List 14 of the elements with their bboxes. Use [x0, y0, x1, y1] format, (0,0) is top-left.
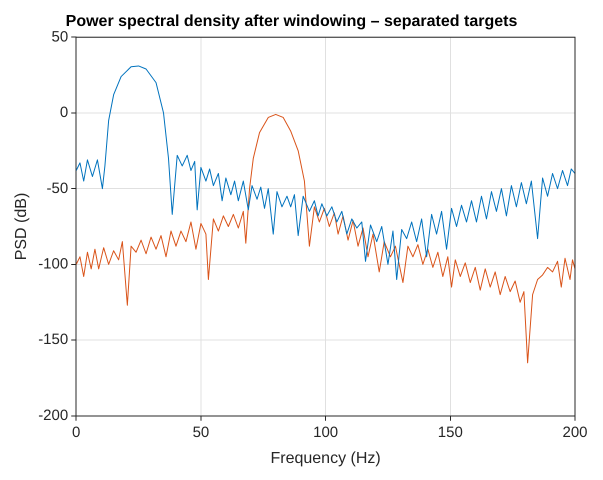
y-tick-label: 50 [52, 28, 68, 46]
x-tick-label: 0 [72, 424, 80, 441]
y-tick-label: -100 [38, 256, 68, 272]
y-tick-label: -200 [38, 406, 68, 424]
x-axis-title: Frequency (Hz) [270, 450, 381, 467]
y-axis-title: PSD (dB) [13, 192, 30, 260]
x-tick-label: 150 [438, 424, 463, 441]
chart-title: Power spectral density after windowing – separated targets [66, 13, 518, 30]
x-tick-label: 50 [192, 424, 210, 441]
y-tick-label: 0 [60, 104, 68, 122]
x-tick-label: 200 [562, 424, 588, 441]
y-tick-label: -50 [46, 180, 68, 197]
x-tick-label: 100 [313, 424, 338, 441]
y-tick-label: -150 [38, 331, 68, 348]
